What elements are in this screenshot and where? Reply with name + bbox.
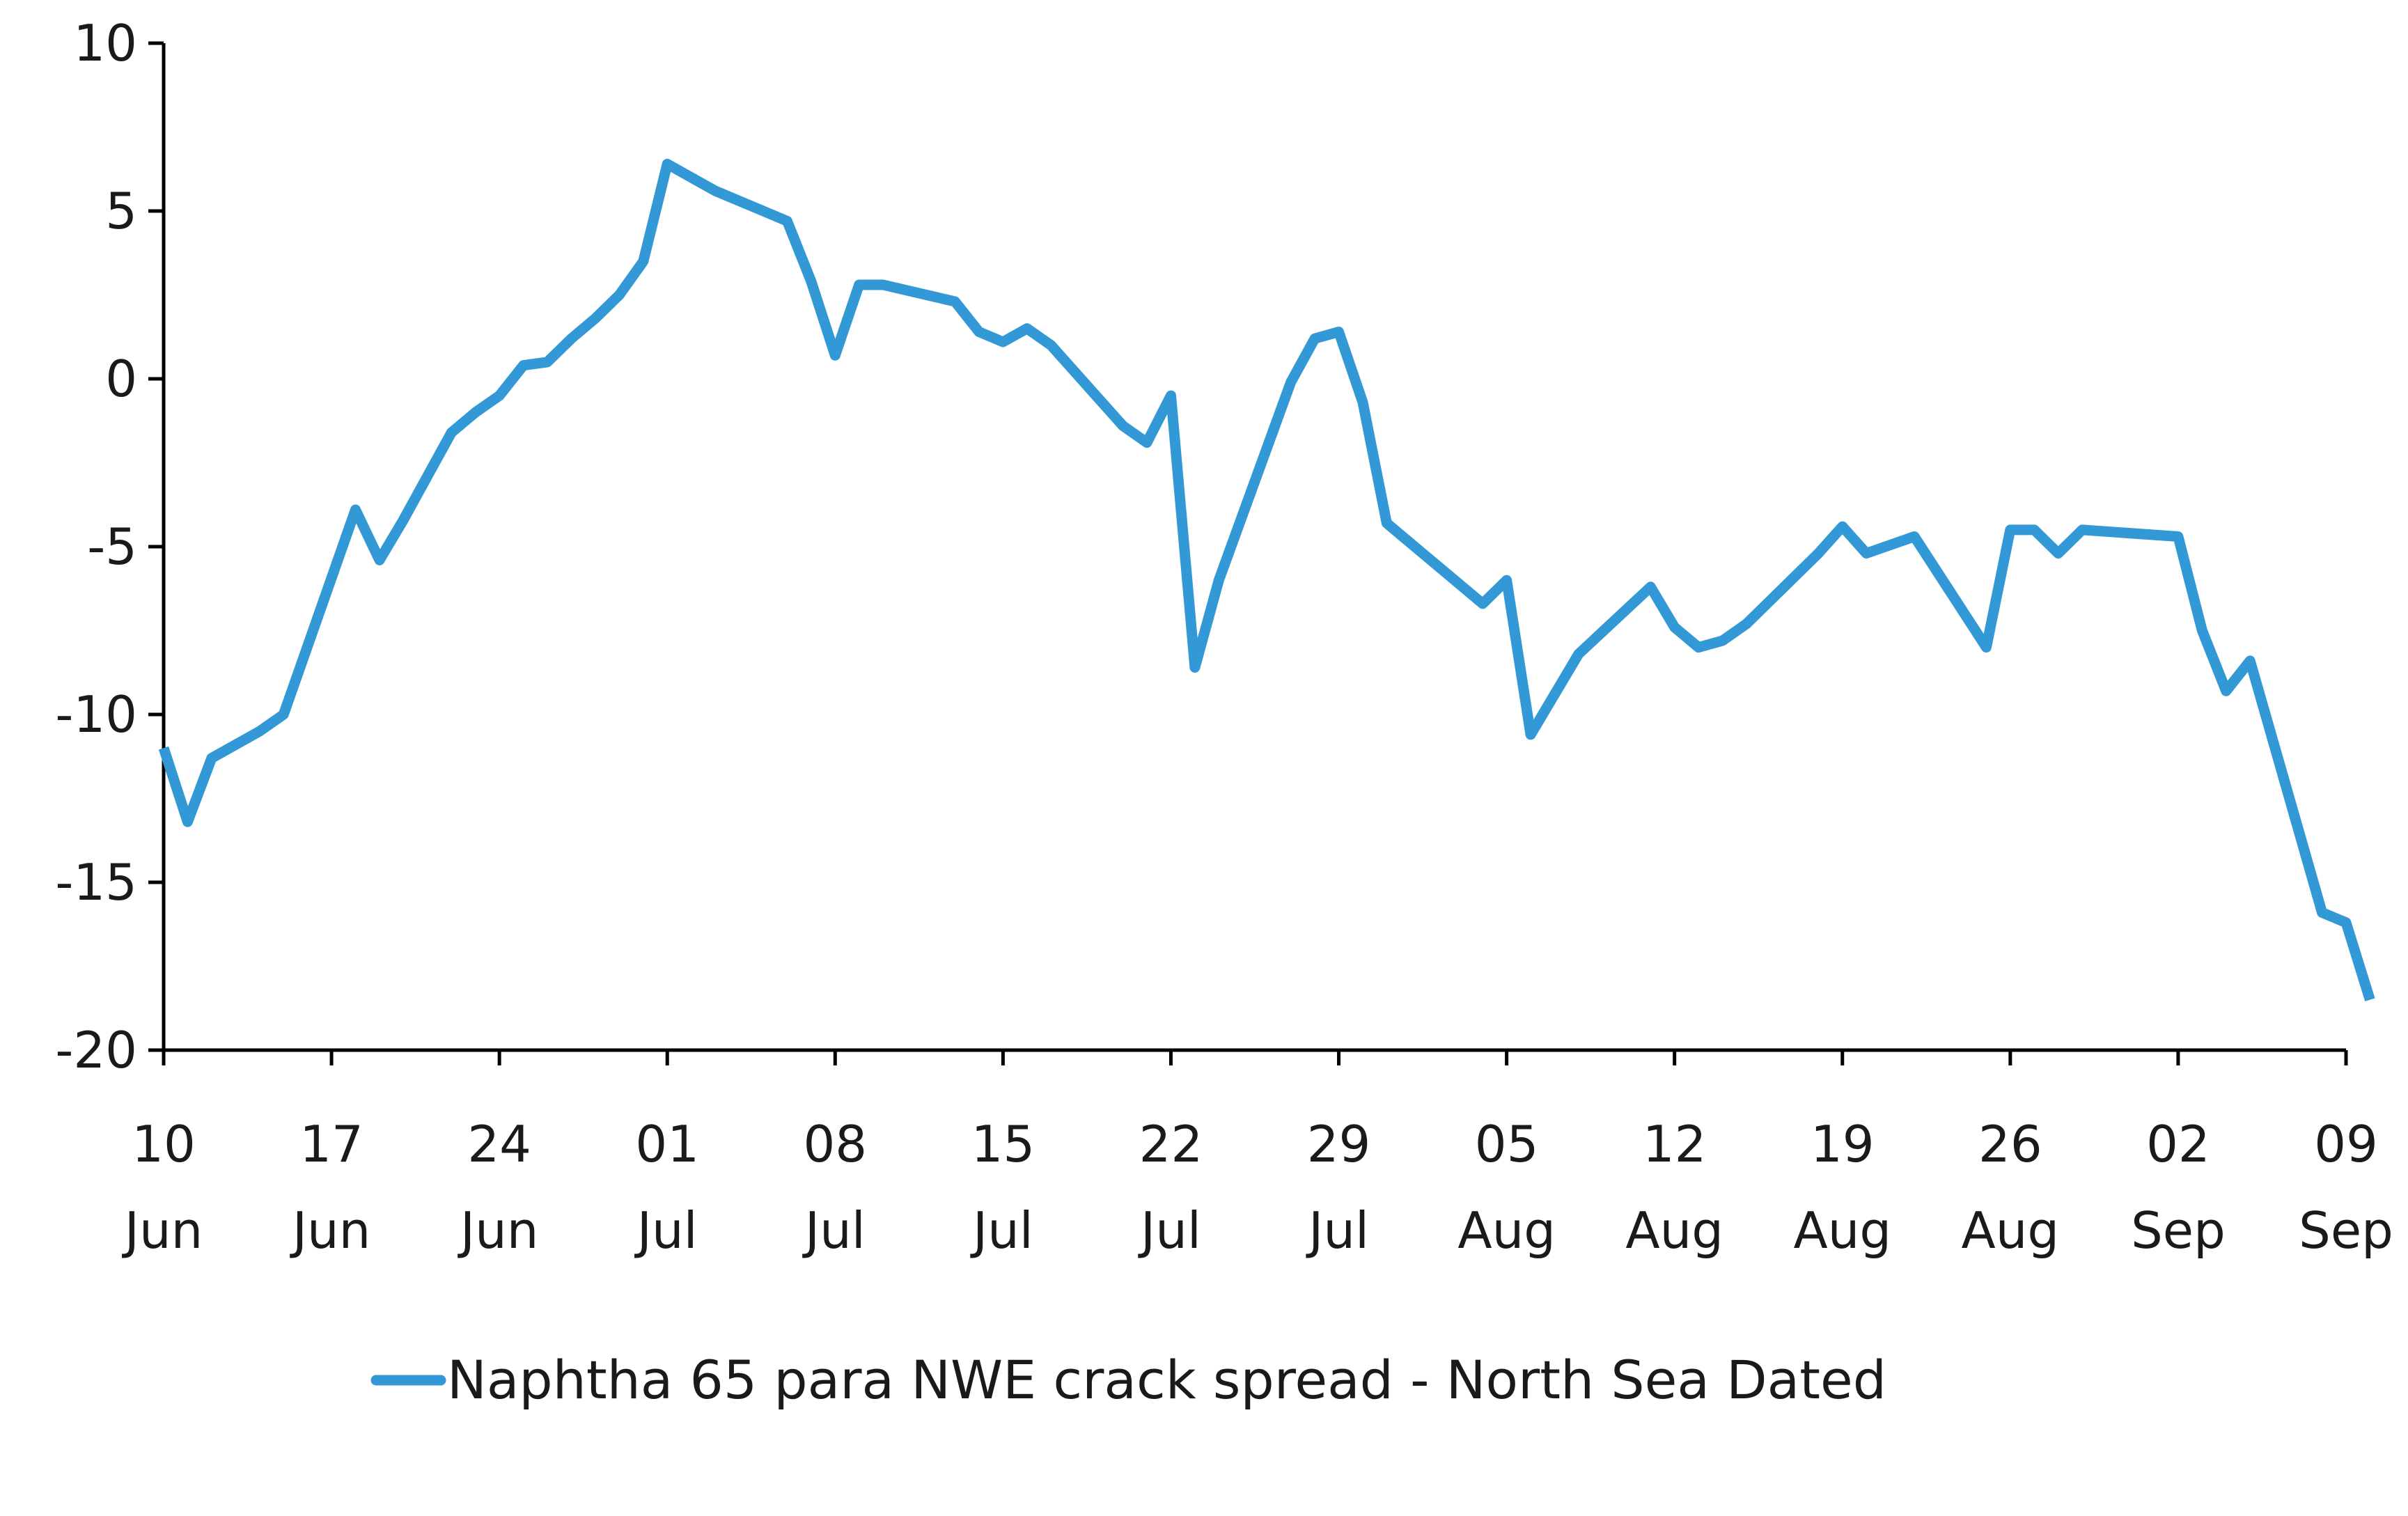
y-tick-label: 10 <box>73 14 137 72</box>
y-axis: 10 5 0 -5 -10 -15 -20 <box>55 14 166 1079</box>
x-tick-day: 12 <box>1643 1115 1707 1173</box>
y-tick-label: -20 <box>55 1021 137 1079</box>
x-tick-label: 08 Jul <box>802 1115 867 1260</box>
x-tick-label: 24 Jun <box>458 1115 539 1260</box>
y-tick-label: -10 <box>55 685 137 744</box>
x-tick-month: Aug <box>1793 1201 1891 1260</box>
x-tick-month: Sep <box>2299 1201 2393 1260</box>
x-tick-month: Jun <box>458 1201 539 1260</box>
x-tick-day: 22 <box>1139 1115 1203 1173</box>
x-tick-day: 29 <box>1307 1115 1371 1173</box>
x-tick-day: 17 <box>299 1115 363 1173</box>
x-tick-day: 19 <box>1811 1115 1875 1173</box>
x-tick-month: Aug <box>1457 1201 1556 1260</box>
y-tick-label: -15 <box>55 853 137 912</box>
x-tick-day: 26 <box>1978 1115 2042 1173</box>
x-tick-day: 05 <box>1475 1115 1539 1173</box>
x-axis: 10 Jun 17 Jun 24 Jun 01 Jul 08 Jul 15 Jul 22 Jul 29 Jul… <box>122 1048 2393 1260</box>
x-tick-label: 05 Aug <box>1457 1115 1556 1260</box>
x-tick-day: 02 <box>2146 1115 2210 1173</box>
x-tick-month: Aug <box>1962 1201 2060 1260</box>
x-tick-day: 15 <box>971 1115 1035 1173</box>
x-tick-label: 26 Aug <box>1962 1115 2060 1260</box>
legend-label: Naphtha 65 para NWE crack spread - North… <box>447 1349 1886 1411</box>
x-tick-label: 17 Jun <box>290 1115 371 1260</box>
x-tick-day: 01 <box>635 1115 699 1173</box>
x-tick-month: Jul <box>634 1201 698 1260</box>
x-tick-label: 10 Jun <box>122 1115 203 1260</box>
x-tick-day: 10 <box>132 1115 196 1173</box>
x-tick-month: Sep <box>2131 1201 2226 1260</box>
y-tick-label: 5 <box>105 182 137 240</box>
plot-area <box>158 159 2375 1001</box>
x-tick-day: 08 <box>803 1115 867 1173</box>
x-tick-label: 01 Jul <box>634 1115 699 1260</box>
x-tick-month: Jul <box>802 1201 866 1260</box>
y-tick-label: -5 <box>87 517 137 576</box>
x-tick-day: 24 <box>467 1115 531 1173</box>
x-tick-day: 09 <box>2314 1115 2378 1173</box>
legend: Naphtha 65 para NWE crack spread - North… <box>370 1349 1886 1411</box>
x-tick-month: Jun <box>290 1201 371 1260</box>
series-line-0 <box>158 159 2375 1001</box>
x-tick-month: Jul <box>970 1201 1033 1260</box>
x-tick-label: 29 Jul <box>1306 1115 1370 1260</box>
x-tick-label: 22 Jul <box>1138 1115 1203 1260</box>
x-tick-label: 12 Aug <box>1625 1115 1723 1260</box>
x-tick-label: 15 Jul <box>970 1115 1035 1260</box>
x-tick-month: Jun <box>122 1201 203 1260</box>
x-tick-label: 02 Sep <box>2131 1115 2226 1260</box>
x-tick-month: Aug <box>1625 1201 1723 1260</box>
x-tick-label: 09 Sep <box>2299 1115 2393 1260</box>
x-tick-label: 19 Aug <box>1793 1115 1891 1260</box>
x-tick-month: Jul <box>1306 1201 1369 1260</box>
x-tick-month: Jul <box>1138 1201 1201 1260</box>
y-tick-label: 0 <box>105 350 137 408</box>
